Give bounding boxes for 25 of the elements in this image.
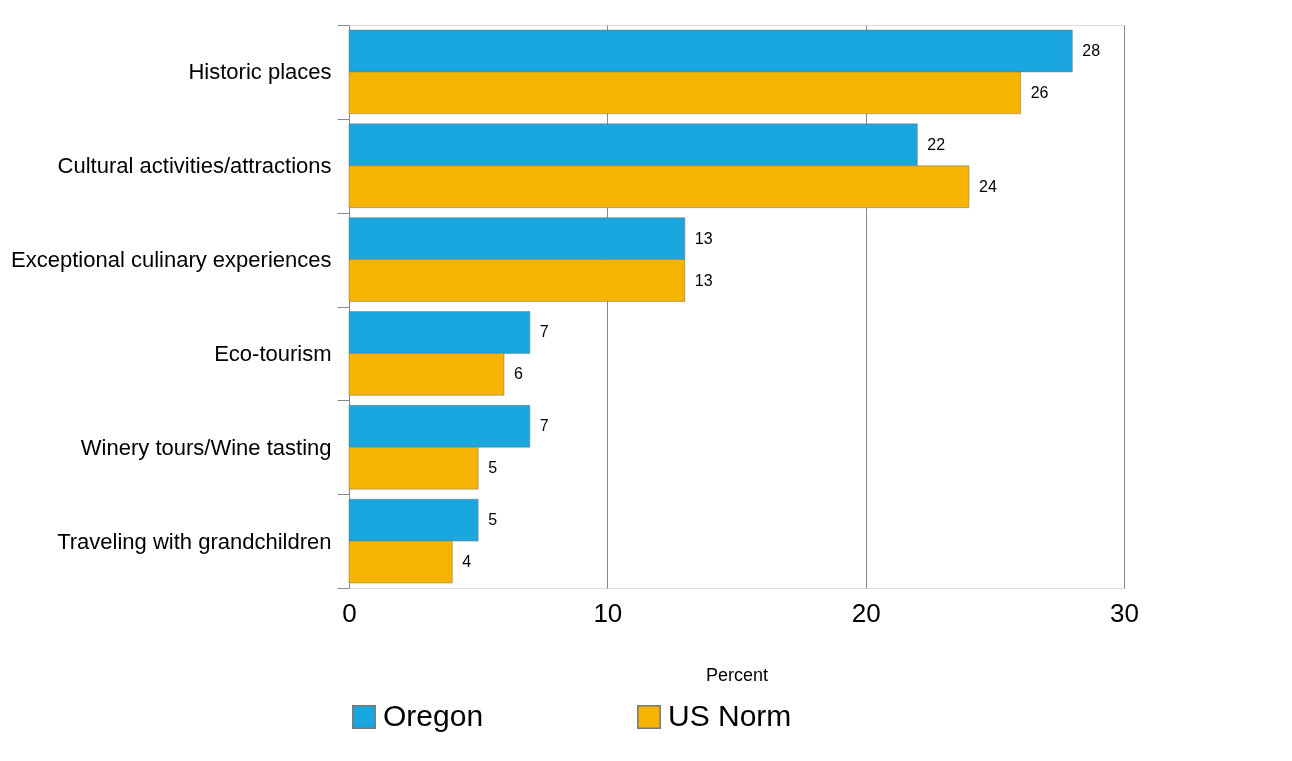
data-label: 6 — [514, 365, 523, 383]
data-label: 7 — [539, 417, 549, 435]
data-label: 28 — [1082, 41, 1101, 59]
data-label: 5 — [488, 511, 498, 529]
y-tick-label: Winery tours/Wine tasting — [80, 434, 332, 460]
y-tick-label: Eco-tourism — [214, 340, 332, 366]
y-tick-label: Cultural activities/attractions — [57, 153, 332, 179]
y-tick-label: Historic places — [188, 59, 332, 85]
y-tick-label: Traveling with grandchildren — [57, 528, 332, 554]
data-label: 13 — [694, 271, 713, 289]
data-label: 24 — [979, 177, 997, 195]
x-tick-label: 20 — [851, 597, 881, 628]
data-label: 4 — [462, 553, 472, 571]
data-label: 26 — [1030, 83, 1049, 101]
y-tick-label: Exceptional culinary experiences — [11, 247, 332, 273]
data-label: 13 — [694, 229, 713, 247]
x-tick-label: 10 — [593, 597, 623, 628]
data-label: 5 — [488, 459, 498, 477]
data-label: 22 — [927, 135, 946, 153]
legend-label: US Norm — [668, 699, 792, 732]
legend-label: Oregon — [383, 699, 484, 732]
data-label: 7 — [539, 323, 549, 341]
x-axis-title: Percent — [705, 664, 769, 685]
x-tick-label: 0 — [342, 597, 357, 628]
x-tick-label: 30 — [1110, 597, 1139, 628]
